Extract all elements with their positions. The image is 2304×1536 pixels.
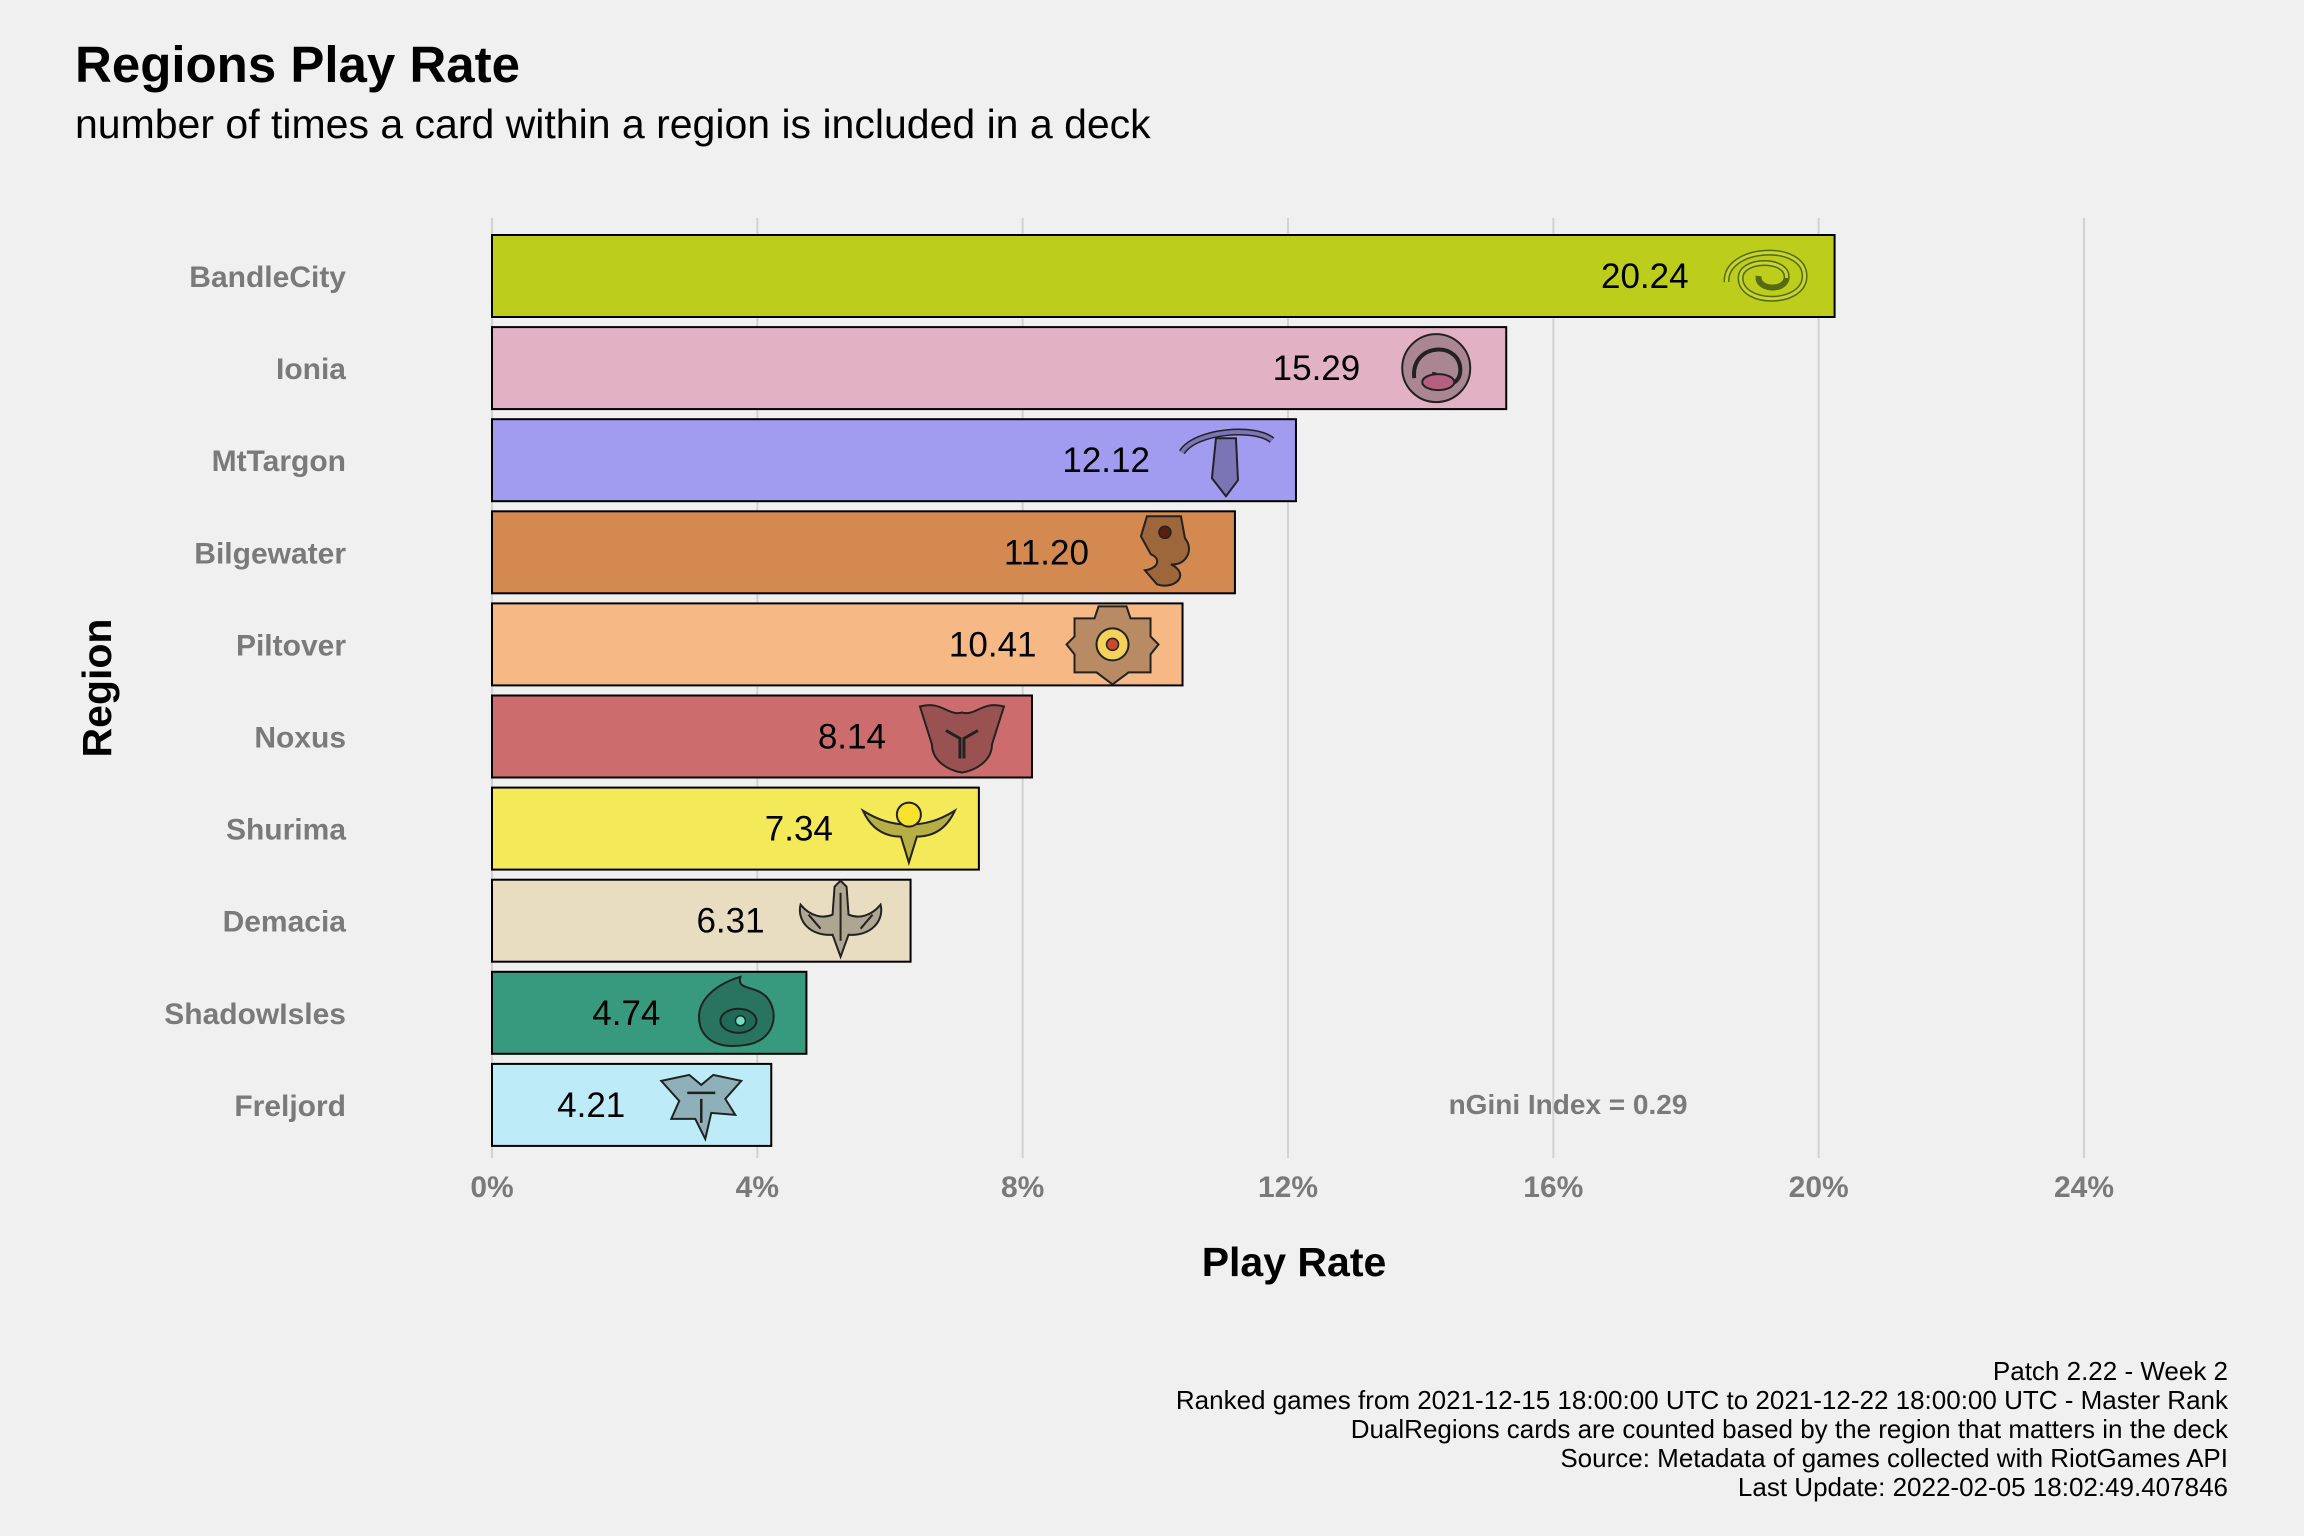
y-tick-label: Freljord — [234, 1090, 346, 1123]
x-tick-label: 8% — [1001, 1171, 1044, 1204]
caption-line: DualRegions cards are counted based by t… — [1351, 1414, 2229, 1444]
bar-group-shadowisles: 4.74 — [491, 970, 808, 1055]
demacia-emblem-icon — [798, 879, 883, 960]
bar-group-bilgewater: 11.20 — [491, 510, 1236, 595]
y-tick-label: MtTargon — [212, 445, 346, 478]
value-label: 4.74 — [592, 994, 660, 1033]
value-label: 15.29 — [1273, 349, 1361, 388]
ionia-emblem-icon — [1401, 333, 1472, 404]
y-axis-title: Region — [74, 619, 120, 758]
chart-subtitle: number of times a card within a region i… — [75, 101, 1151, 147]
ngini-annotation: nGini Index = 0.29 — [1449, 1089, 1688, 1120]
caption-line: Patch 2.22 - Week 2 — [1993, 1356, 2228, 1386]
x-tick-label: 24% — [2054, 1171, 2114, 1204]
bilgewater-emblem-icon — [1139, 515, 1190, 587]
x-tick-label: 16% — [1523, 1171, 1583, 1204]
bandlecity-emblem-icon — [1723, 249, 1808, 302]
mttargon-emblem-icon — [1179, 428, 1275, 498]
bar-group-noxus: 8.14 — [491, 694, 1033, 779]
value-label: 11.20 — [1004, 533, 1089, 572]
x-axis-title: Play Rate — [1202, 1239, 1387, 1285]
value-label: 10.41 — [949, 625, 1037, 664]
chart-title: Regions Play Rate — [75, 36, 520, 93]
x-tick-label: 4% — [736, 1171, 779, 1204]
bar-ionia — [491, 326, 1508, 411]
value-label: 12.12 — [1062, 441, 1150, 480]
caption-line: Source: Metadata of games collected with… — [1560, 1443, 2228, 1473]
y-tick-label: Noxus — [254, 722, 346, 755]
value-label: 4.21 — [557, 1086, 625, 1125]
bar-group-demacia: 6.31 — [491, 878, 912, 963]
x-axis-ticks: 0% 4% 8% 12% 16% 20% 24% — [470, 1171, 2114, 1204]
bar-bilgewater — [491, 510, 1236, 595]
caption: Patch 2.22 - Week 2 Ranked games from 20… — [1176, 1356, 2229, 1502]
bar-bandlecity — [491, 234, 1836, 318]
shurima-emblem-icon — [860, 801, 958, 867]
y-tick-label: ShadowIsles — [164, 998, 346, 1031]
caption-line: Last Update: 2022-02-05 18:02:49.407846 — [1738, 1472, 2228, 1502]
shadowisles-emblem-icon — [698, 975, 775, 1047]
bar-group-bandlecity: 20.24 — [491, 234, 1836, 318]
y-axis-labels: BandleCity Ionia MtTargon Bilgewater Piltove… — [164, 261, 346, 1123]
y-tick-label: Piltover — [236, 629, 346, 662]
caption-line: Ranked games from 2021-12-15 18:00:00 UT… — [1176, 1385, 2229, 1415]
y-tick-label: Ionia — [276, 353, 346, 386]
y-tick-label: Bilgewater — [194, 537, 346, 570]
bar-group-piltover: 10.41 — [491, 602, 1184, 687]
noxus-emblem-icon — [918, 704, 1006, 774]
bar-group-ionia: 15.29 — [491, 326, 1508, 411]
value-label: 8.14 — [818, 718, 886, 757]
bar-mttargon — [491, 418, 1297, 503]
bar-group-mttargon: 12.12 — [491, 418, 1297, 503]
value-label: 7.34 — [765, 810, 833, 849]
bar-group-freljord: 4.21 — [491, 1062, 773, 1147]
x-tick-label: 0% — [470, 1171, 513, 1204]
bar-group-shurima: 7.34 — [491, 786, 980, 871]
y-tick-label: Shurima — [226, 814, 346, 847]
y-tick-label: BandleCity — [189, 261, 346, 294]
value-label: 6.31 — [696, 902, 764, 941]
bars: 20.24 15.29 12.12 11.20 10.41 8.14 7.34 6.31 4.7… — [491, 234, 1836, 1147]
value-label: 20.24 — [1601, 257, 1689, 296]
x-tick-label: 12% — [1258, 1171, 1318, 1204]
y-tick-label: Demacia — [223, 906, 347, 939]
freljord-emblem-icon — [659, 1073, 744, 1142]
piltover-emblem-icon — [1065, 605, 1160, 686]
x-tick-label: 20% — [1789, 1171, 1849, 1204]
